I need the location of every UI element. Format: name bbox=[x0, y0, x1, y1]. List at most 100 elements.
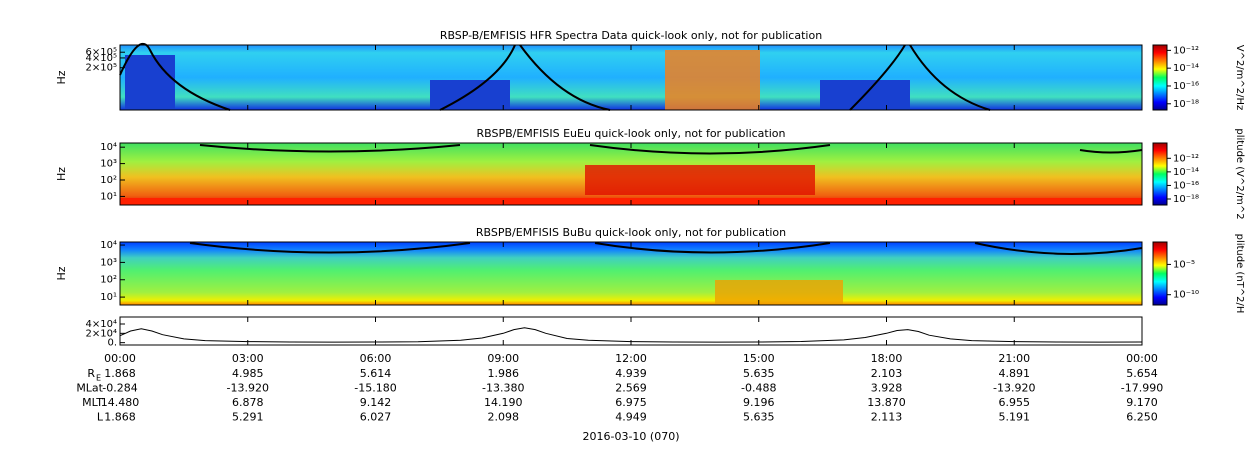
date-label: 2016-03-10 (070) bbox=[582, 430, 679, 443]
colorbar-tick-label: 10⁻¹² bbox=[1173, 153, 1199, 164]
ephemeris-value: 9.142 bbox=[360, 396, 392, 409]
colorbar-tick-label: 10⁻¹⁰ bbox=[1173, 290, 1199, 301]
spectrogram-fill bbox=[120, 45, 1142, 110]
y-axis-label: Hz bbox=[55, 167, 68, 181]
spectrogram-fill bbox=[430, 80, 510, 110]
spectrogram-fill bbox=[665, 50, 760, 110]
ephemeris-value: 6.975 bbox=[615, 396, 647, 409]
y-tick-label: 0. bbox=[107, 338, 117, 349]
colorbar-tick-label: 10⁻¹⁸ bbox=[1173, 99, 1199, 110]
spectrogram-images bbox=[119, 43, 1143, 305]
ephemeris-label: R bbox=[87, 367, 95, 380]
x-tick-label: 18:00 bbox=[871, 352, 903, 365]
x-tick-label: 09:00 bbox=[487, 352, 519, 365]
colorbar-label: plitude (V^2/m^2 bbox=[1234, 128, 1245, 219]
ephemeris-value: -15.180 bbox=[354, 382, 396, 395]
colorbar bbox=[1152, 241, 1168, 306]
colorbar-label: plitude (nT^2/H bbox=[1234, 234, 1245, 314]
ephemeris-value: 9.170 bbox=[1126, 396, 1158, 409]
x-tick-label: 15:00 bbox=[743, 352, 775, 365]
ephemeris-value: 2.103 bbox=[871, 367, 903, 380]
ephemeris-value: -17.990 bbox=[1121, 382, 1163, 395]
y-tick-label: 10¹ bbox=[100, 191, 117, 202]
ephemeris-value: 13.870 bbox=[867, 396, 906, 409]
ephemeris-value: 2.569 bbox=[615, 382, 647, 395]
y-tick-label: 10¹ bbox=[100, 292, 117, 303]
ephemeris-value: 4.891 bbox=[999, 367, 1031, 380]
x-tick-label: 12:00 bbox=[615, 352, 647, 365]
ephemeris-value: -13.380 bbox=[482, 382, 524, 395]
plasma-line bbox=[199, 144, 1143, 155]
plasma-line bbox=[189, 242, 1143, 255]
line-series bbox=[119, 327, 1143, 343]
y-tick-label: 10² bbox=[100, 175, 117, 186]
ephemeris-value: 1.868 bbox=[104, 367, 136, 380]
ephemeris-label-sub: E bbox=[96, 374, 101, 383]
ephemeris-value: 6.250 bbox=[1126, 411, 1158, 424]
y-axis-label: Hz bbox=[55, 70, 68, 84]
ephemeris-value: 2.098 bbox=[488, 411, 520, 424]
x-tick-label: 06:00 bbox=[360, 352, 392, 365]
ephemeris-value: 5.614 bbox=[360, 367, 392, 380]
colorbar-tick-label: 10⁻⁵ bbox=[1173, 259, 1195, 270]
spectrogram-fill bbox=[585, 165, 815, 195]
colorbar bbox=[1152, 44, 1168, 111]
ephemeris-value: 4.939 bbox=[615, 367, 647, 380]
ephemeris-value: 5.191 bbox=[999, 411, 1031, 424]
ephemeris-value: 14.480 bbox=[101, 396, 140, 409]
ephemeris-value: -0.488 bbox=[741, 382, 776, 395]
y-axis-label: Hz bbox=[55, 266, 68, 280]
ephemeris-label: MLT bbox=[82, 396, 103, 409]
spectrogram-fill bbox=[125, 55, 175, 110]
ephemeris-value: 5.654 bbox=[1126, 367, 1158, 380]
y-tick-label: 10³ bbox=[100, 159, 117, 170]
y-tick-label: 10² bbox=[100, 275, 117, 286]
y-tick-label: 10³ bbox=[100, 257, 117, 268]
ephemeris-value: 1.868 bbox=[104, 411, 136, 424]
x-tick-label: 21:00 bbox=[998, 352, 1030, 365]
colorbar-tick-label: 10⁻¹⁶ bbox=[1173, 180, 1199, 191]
ephemeris-value: 5.635 bbox=[743, 367, 775, 380]
y-tick-label: 4×10⁵ bbox=[86, 53, 117, 64]
colorbar-tick-label: 10⁻¹⁴ bbox=[1173, 167, 1199, 178]
ephemeris-label: MLat bbox=[76, 382, 103, 395]
spectrogram-fill bbox=[715, 280, 843, 305]
x-tick-label: 03:00 bbox=[232, 352, 264, 365]
ephemeris-value: 3.928 bbox=[871, 382, 903, 395]
panel-title: RBSPB/EMFISIS EuEu quick-look only, not … bbox=[476, 127, 785, 140]
y-tick-label: 2×10⁵ bbox=[86, 63, 117, 74]
panel-title: RBSPB/EMFISIS BuBu quick-look only, not … bbox=[476, 226, 786, 239]
ephemeris-value: 6.878 bbox=[232, 396, 264, 409]
y-tick-label: 2×10⁴ bbox=[86, 328, 117, 339]
colorbar bbox=[1152, 142, 1168, 206]
y-tick-label: 10⁴ bbox=[100, 142, 117, 153]
ephemeris-value: 1.986 bbox=[488, 367, 520, 380]
x-tick-label: 00:00 bbox=[1126, 352, 1158, 365]
colorbar-label: V^2/m^2/Hz bbox=[1234, 45, 1245, 111]
ephemeris-value: 5.291 bbox=[232, 411, 264, 424]
ephemeris-value: 4.949 bbox=[615, 411, 647, 424]
colorbar-tick-label: 10⁻¹⁶ bbox=[1173, 81, 1199, 92]
x-tick-label: 00:00 bbox=[104, 352, 136, 365]
ephemeris-value: 9.196 bbox=[743, 396, 775, 409]
ephemeris-value: -13.920 bbox=[227, 382, 269, 395]
colorbar-tick-label: 10⁻¹² bbox=[1173, 45, 1199, 56]
y-tick-label: 10⁴ bbox=[100, 240, 117, 251]
ephemeris-value: 6.955 bbox=[999, 396, 1031, 409]
plasma-line bbox=[119, 43, 991, 111]
colorbar-tick-label: 10⁻¹⁸ bbox=[1173, 194, 1199, 205]
ephemeris-value: -13.920 bbox=[993, 382, 1035, 395]
ephemeris-value: 2.113 bbox=[871, 411, 903, 424]
ephemeris-value: 4.985 bbox=[232, 367, 264, 380]
y-tick-label: 4×10⁴ bbox=[86, 319, 117, 330]
colorbar-tick-label: 10⁻¹⁴ bbox=[1173, 63, 1199, 74]
ephemeris-value: -0.284 bbox=[102, 382, 137, 395]
ephemeris-value: 6.027 bbox=[360, 411, 392, 424]
panel-title: RBSP-B/EMFISIS HFR Spectra Data quick-lo… bbox=[440, 29, 822, 42]
y-tick-label: 6×10⁵ bbox=[86, 47, 117, 58]
ephemeris-value: 14.190 bbox=[484, 396, 523, 409]
ephemeris-value: 5.635 bbox=[743, 411, 775, 424]
ephemeris-label: L bbox=[97, 411, 104, 424]
